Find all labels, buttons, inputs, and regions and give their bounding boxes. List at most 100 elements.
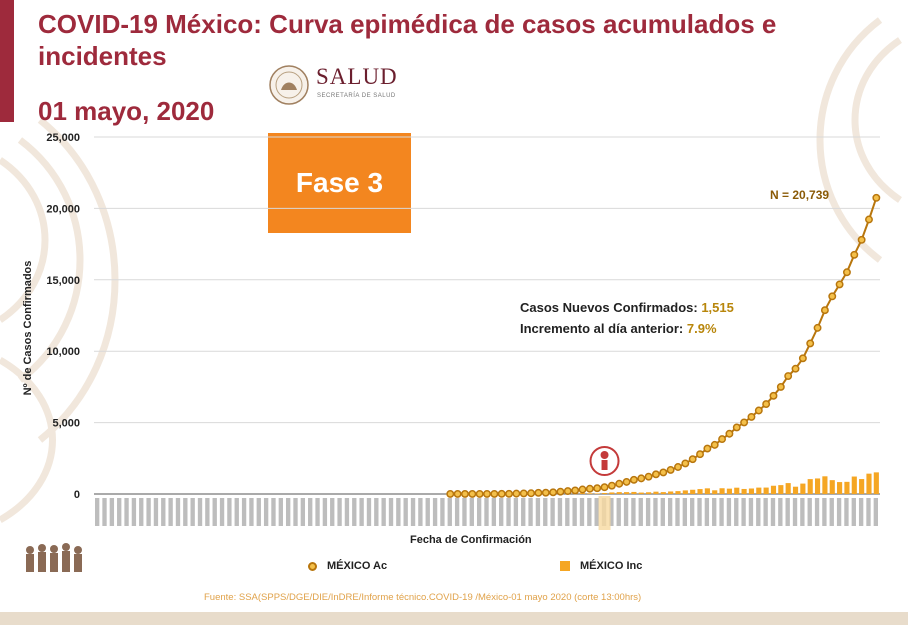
- new-cases-value: 1,515: [701, 300, 734, 315]
- point: [710, 440, 719, 449]
- x-tick-label: [454, 498, 460, 526]
- x-tick-label: [300, 498, 306, 526]
- x-tick-label: [675, 498, 680, 526]
- bar: [660, 492, 666, 494]
- bar: [837, 482, 843, 494]
- legend-item-incident: MÉXICO Inc: [560, 560, 642, 572]
- point: [681, 459, 690, 468]
- new-cases-annotation: Casos Nuevos Confirmados: 1,515: [520, 300, 734, 315]
- x-tick-label: [469, 498, 474, 526]
- x-tick-label: [858, 498, 864, 526]
- x-tick-label: [535, 498, 541, 526]
- x-tick-label: [550, 498, 555, 526]
- point: [541, 488, 550, 497]
- x-tick-label: [506, 498, 511, 526]
- x-tick-label: [95, 498, 100, 526]
- x-tick-label: [322, 498, 328, 526]
- bar: [785, 483, 791, 494]
- x-tick-label: [844, 498, 849, 526]
- point: [446, 489, 455, 498]
- logo-subtitle: SECRETARÍA DE SALUD: [317, 93, 396, 99]
- point: [644, 472, 653, 481]
- point: [872, 193, 881, 202]
- point: [725, 429, 734, 438]
- point: [842, 268, 851, 277]
- point: [820, 306, 829, 315]
- y-axis-label: Nº de Casos Confirmados: [22, 260, 34, 396]
- x-tick-label: [719, 498, 724, 526]
- point: [600, 483, 609, 492]
- bar: [866, 473, 872, 494]
- point: [578, 485, 587, 494]
- x-tick-labels: [95, 498, 878, 526]
- legend-label-incident: MÉXICO Inc: [580, 560, 643, 572]
- square-marker-icon: [560, 561, 570, 571]
- point: [857, 235, 866, 244]
- x-tick-label: [117, 498, 122, 526]
- point: [468, 489, 477, 498]
- point: [659, 468, 668, 477]
- x-tick-label: [175, 498, 181, 526]
- point: [461, 489, 469, 498]
- point: [732, 423, 741, 432]
- x-tick-label: [800, 498, 805, 526]
- bar: [741, 488, 747, 494]
- x-tick-label: [499, 498, 504, 526]
- x-tick-label: [278, 498, 283, 526]
- x-tick-label: [690, 498, 695, 526]
- x-tick-label: [785, 498, 790, 526]
- x-tick-label: [565, 498, 570, 526]
- x-tick-label: [491, 498, 497, 526]
- x-tick-label: [616, 498, 621, 526]
- x-tick-label: [109, 498, 115, 526]
- x-tick-label: [374, 498, 379, 526]
- bar: [748, 488, 755, 494]
- point: [769, 391, 778, 400]
- bar: [668, 491, 674, 494]
- point: [791, 364, 800, 373]
- x-tick-label: [359, 498, 364, 526]
- point: [828, 292, 837, 301]
- bar: [638, 492, 644, 494]
- x-tick-label: [763, 498, 768, 526]
- x-tick-label: [645, 498, 651, 526]
- bar: [609, 492, 615, 494]
- bar: [763, 487, 769, 494]
- x-tick-label: [792, 498, 798, 526]
- new-cases-label: Casos Nuevos Confirmados:: [520, 300, 698, 315]
- total-cases-label: N = 20,739: [770, 188, 830, 202]
- bar: [631, 491, 637, 494]
- x-tick-label: [315, 498, 320, 526]
- x-tick-label: [807, 498, 812, 526]
- bar: [792, 486, 799, 494]
- point: [490, 489, 499, 498]
- x-tick-label: [822, 498, 827, 526]
- x-tick-label: [153, 498, 159, 526]
- point: [740, 418, 749, 427]
- report-date: 01 mayo, 2020: [38, 96, 215, 126]
- x-tick-label: [308, 498, 313, 526]
- bar: [675, 491, 681, 494]
- bar: [859, 479, 865, 494]
- point: [629, 475, 638, 484]
- x-tick-label: [836, 498, 842, 526]
- phase-badge: Fase 3: [268, 133, 411, 233]
- bar: [829, 480, 835, 494]
- x-tick-label: [756, 498, 761, 526]
- x-tick-label: [866, 498, 871, 526]
- x-tick-label: [227, 498, 232, 526]
- x-tick-label: [146, 498, 151, 526]
- bar: [770, 485, 777, 494]
- point: [549, 488, 558, 497]
- x-tick-label: [381, 498, 386, 526]
- bar: [844, 481, 850, 494]
- increment-label: Incremento al día anterior:: [520, 321, 684, 336]
- point: [798, 354, 807, 363]
- point: [762, 400, 771, 409]
- salud-logo: SALUD SECRETARÍA DE SALUD: [262, 58, 412, 110]
- x-tick-label: [425, 498, 430, 526]
- point: [637, 474, 646, 483]
- bar: [594, 493, 600, 494]
- point: [585, 484, 594, 493]
- point: [688, 455, 697, 464]
